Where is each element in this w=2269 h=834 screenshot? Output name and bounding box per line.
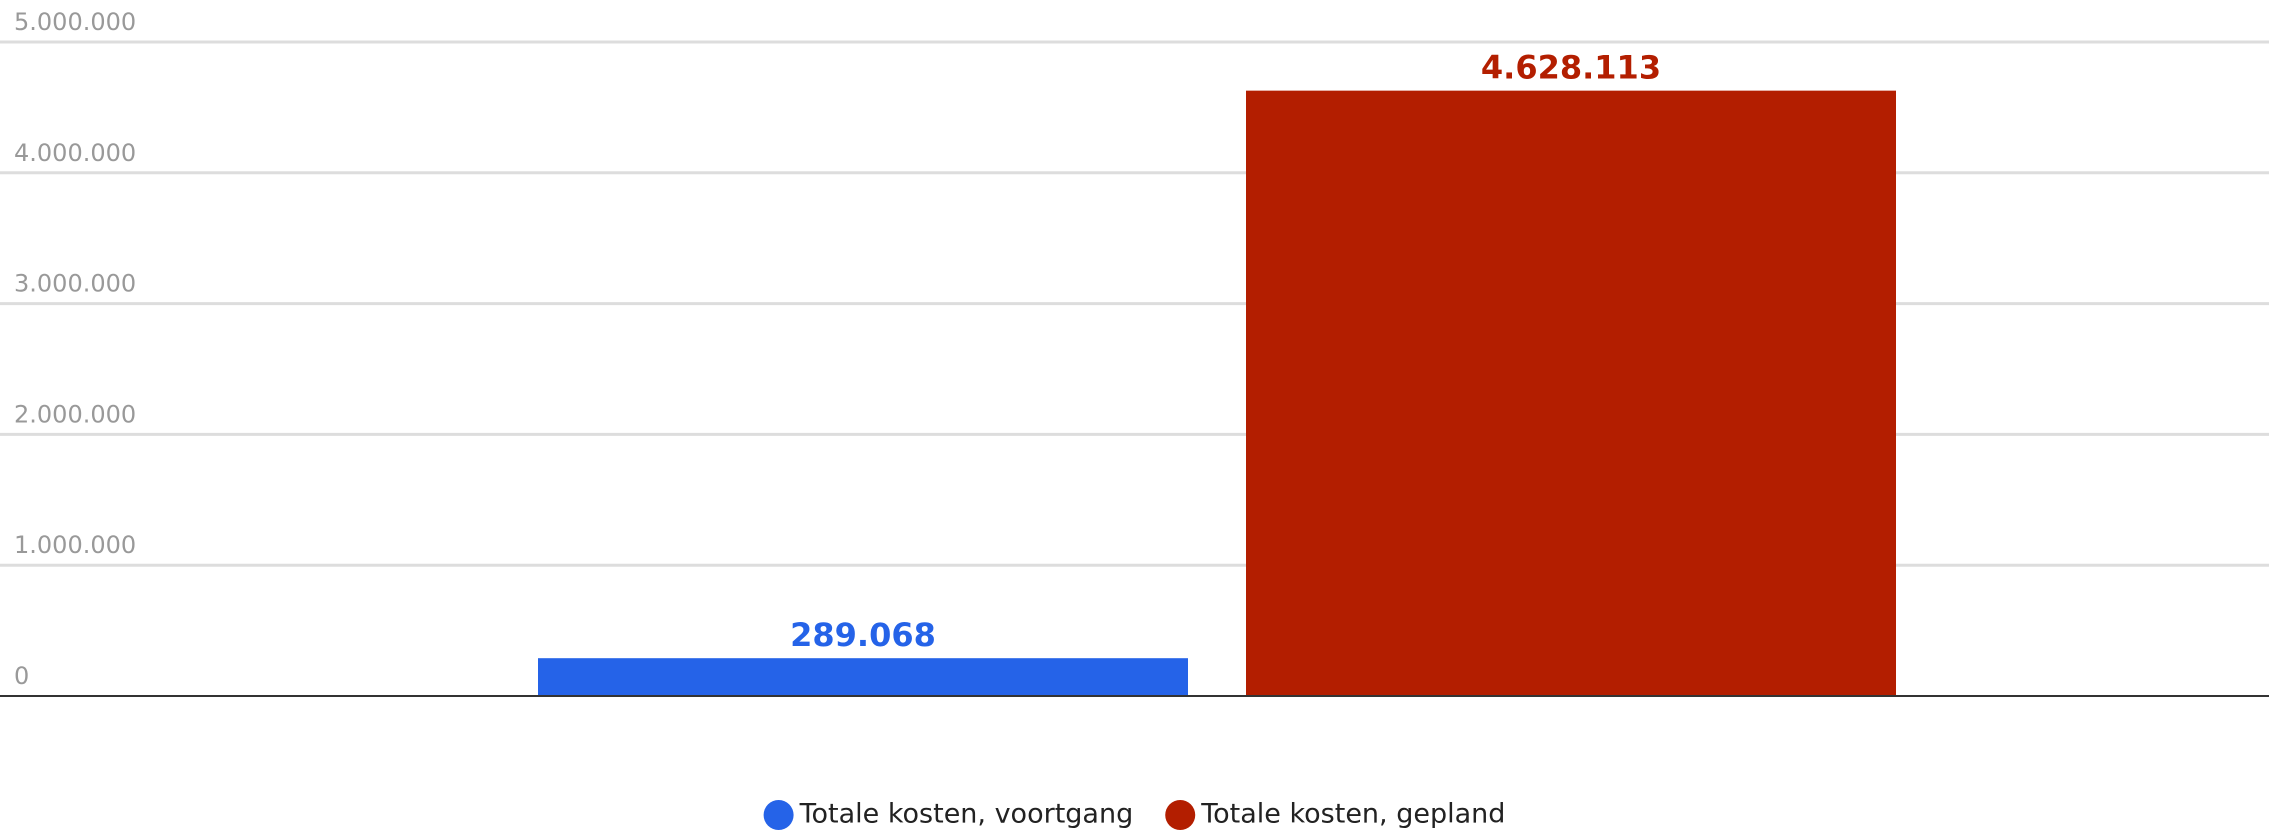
legend-marker [1165, 800, 1196, 830]
y-tick-label: 5.000.000 [14, 8, 136, 36]
bar [538, 658, 1188, 696]
bar [1246, 90, 1896, 696]
legend-marker [763, 800, 794, 830]
value-label: 289.068 [790, 616, 936, 654]
y-tick-label: 2.000.000 [14, 400, 136, 428]
y-tick-label: 4.000.000 [14, 139, 136, 167]
value-label: 4.628.113 [1481, 49, 1661, 87]
legend-label: Totale kosten, gepland [1200, 799, 1505, 830]
y-tick-label: 1.000.000 [14, 531, 136, 559]
y-tick-label: 0 [14, 662, 29, 690]
y-tick-label: 3.000.000 [14, 270, 136, 298]
legend-label: Totale kosten, voortgang [799, 799, 1134, 830]
